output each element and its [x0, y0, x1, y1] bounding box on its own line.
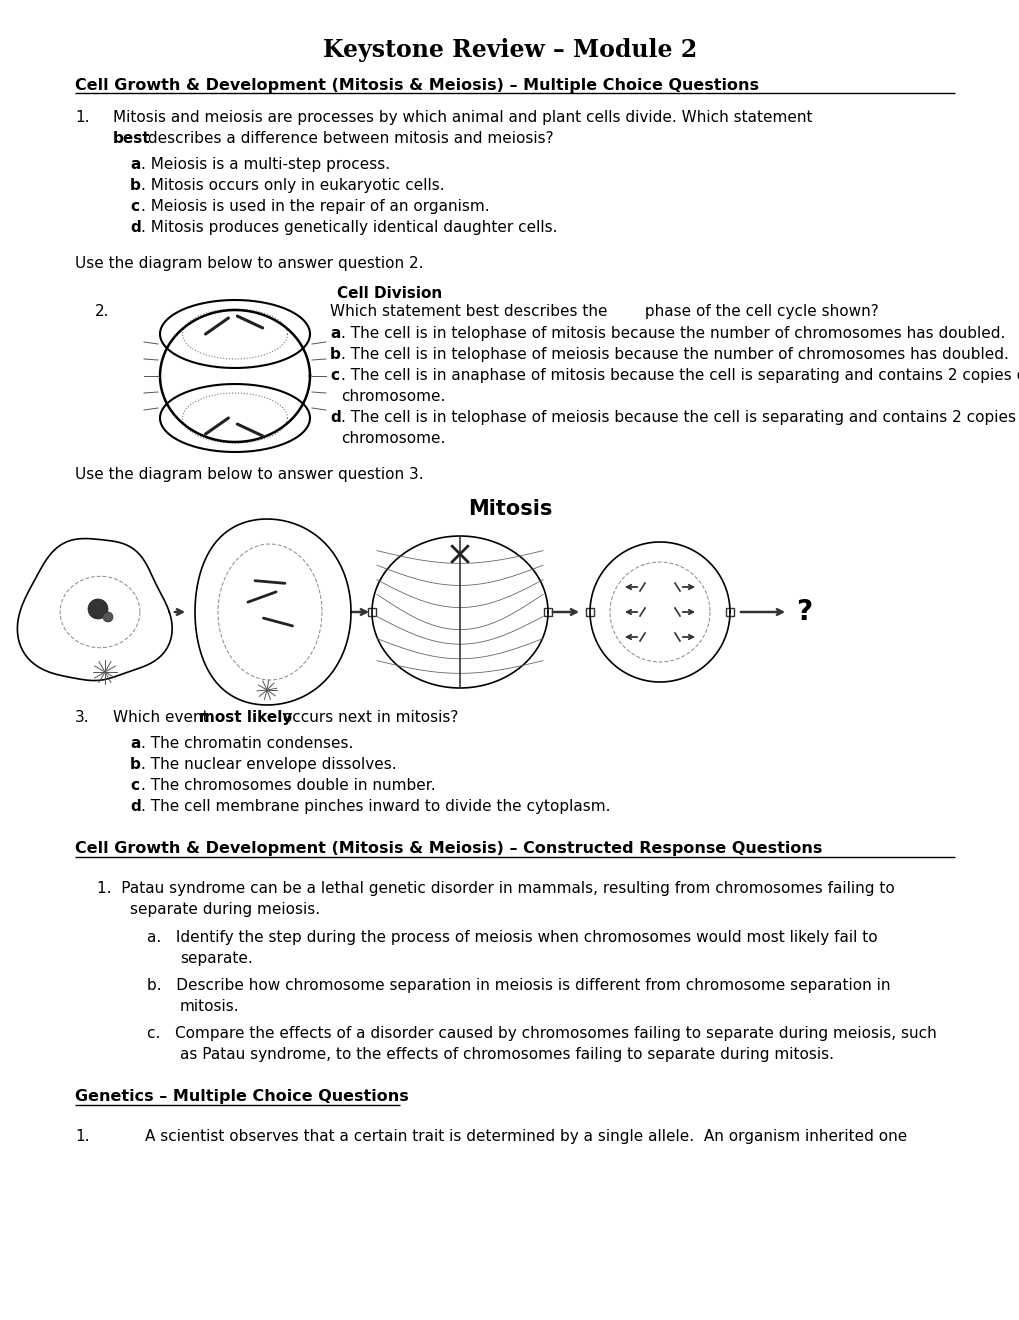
Text: separate during meiosis.: separate during meiosis. — [129, 902, 320, 917]
Text: 2.: 2. — [95, 304, 109, 319]
Text: a: a — [330, 326, 340, 341]
Text: . The cell is in anaphase of mitosis because the cell is separating and contains: . The cell is in anaphase of mitosis bec… — [340, 368, 1019, 383]
Text: Mitosis and meiosis are processes by which animal and plant cells divide. Which : Mitosis and meiosis are processes by whi… — [113, 110, 812, 125]
Text: Genetics – Multiple Choice Questions: Genetics – Multiple Choice Questions — [75, 1089, 409, 1104]
Text: chromosome.: chromosome. — [340, 389, 445, 404]
Text: Which event: Which event — [113, 710, 213, 725]
Text: describes a difference between mitosis and meiosis?: describes a difference between mitosis a… — [143, 131, 553, 147]
Text: Which statement best describes the: Which statement best describes the — [330, 304, 607, 319]
Text: Cell Division: Cell Division — [337, 286, 442, 301]
Text: . The cell is in telophase of meiosis because the number of chromosomes has doub: . The cell is in telophase of meiosis be… — [340, 347, 1008, 362]
Text: Use the diagram below to answer question 3.: Use the diagram below to answer question… — [75, 467, 423, 482]
Text: c: c — [330, 368, 338, 383]
Text: a: a — [129, 737, 141, 751]
Text: 1.: 1. — [75, 1129, 90, 1144]
Text: . Mitosis occurs only in eukaryotic cells.: . Mitosis occurs only in eukaryotic cell… — [141, 178, 444, 193]
Text: 1.: 1. — [75, 110, 90, 125]
Text: best: best — [113, 131, 151, 147]
Text: b: b — [330, 347, 340, 362]
Text: mitosis.: mitosis. — [179, 999, 239, 1014]
Text: . The cell is in telophase of mitosis because the number of chromosomes has doub: . The cell is in telophase of mitosis be… — [340, 326, 1005, 341]
Text: Cell Growth & Development (Mitosis & Meiosis) – Constructed Response Questions: Cell Growth & Development (Mitosis & Mei… — [75, 841, 821, 855]
Text: b: b — [129, 178, 141, 193]
Bar — [368, 609, 376, 616]
Text: 1.  Patau syndrome can be a lethal genetic disorder in mammals, resulting from c: 1. Patau syndrome can be a lethal geneti… — [97, 880, 894, 896]
Bar — [726, 609, 734, 616]
Text: phase of the cell cycle shown?: phase of the cell cycle shown? — [639, 304, 878, 319]
Text: 3.: 3. — [75, 710, 90, 725]
Text: d: d — [129, 799, 141, 814]
Text: Mitosis: Mitosis — [468, 499, 551, 519]
Bar — [586, 609, 593, 616]
Text: . The cell is in telophase of meiosis because the cell is separating and contain: . The cell is in telophase of meiosis be… — [340, 411, 1019, 425]
Text: . The chromosomes double in number.: . The chromosomes double in number. — [141, 777, 435, 793]
Text: separate.: separate. — [179, 950, 253, 966]
Circle shape — [103, 612, 113, 622]
Circle shape — [88, 599, 108, 619]
Text: occurs next in mitosis?: occurs next in mitosis? — [278, 710, 458, 725]
Text: c: c — [129, 199, 139, 214]
Text: c: c — [129, 777, 139, 793]
Text: Keystone Review – Module 2: Keystone Review – Module 2 — [323, 38, 696, 62]
Text: chromosome.: chromosome. — [340, 432, 445, 446]
Text: most likely: most likely — [199, 710, 292, 725]
Text: . The chromatin condenses.: . The chromatin condenses. — [141, 737, 353, 751]
Text: . The cell membrane pinches inward to divide the cytoplasm.: . The cell membrane pinches inward to di… — [141, 799, 610, 814]
Text: . Meiosis is used in the repair of an organism.: . Meiosis is used in the repair of an or… — [141, 199, 489, 214]
Text: A scientist observes that a certain trait is determined by a single allele.  An : A scientist observes that a certain trai… — [145, 1129, 906, 1144]
Text: c.   Compare the effects of a disorder caused by chromosomes failing to separate: c. Compare the effects of a disorder cau… — [147, 1026, 935, 1041]
Text: . Mitosis produces genetically identical daughter cells.: . Mitosis produces genetically identical… — [141, 220, 557, 235]
Text: d: d — [129, 220, 141, 235]
Bar — [543, 609, 551, 616]
Text: as Patau syndrome, to the effects of chromosomes failing to separate during mito: as Patau syndrome, to the effects of chr… — [179, 1047, 834, 1063]
Text: d: d — [330, 411, 340, 425]
Text: . The nuclear envelope dissolves.: . The nuclear envelope dissolves. — [141, 756, 396, 772]
Text: a: a — [129, 157, 141, 172]
Text: Cell Growth & Development (Mitosis & Meiosis) – Multiple Choice Questions: Cell Growth & Development (Mitosis & Mei… — [75, 78, 758, 92]
Text: . Meiosis is a multi-step process.: . Meiosis is a multi-step process. — [141, 157, 389, 172]
Text: b.   Describe how chromosome separation in meiosis is different from chromosome : b. Describe how chromosome separation in… — [147, 978, 890, 993]
Text: ?: ? — [795, 598, 811, 626]
Text: b: b — [129, 756, 141, 772]
Text: a.   Identify the step during the process of meiosis when chromosomes would most: a. Identify the step during the process … — [147, 931, 876, 945]
Text: Use the diagram below to answer question 2.: Use the diagram below to answer question… — [75, 256, 423, 271]
